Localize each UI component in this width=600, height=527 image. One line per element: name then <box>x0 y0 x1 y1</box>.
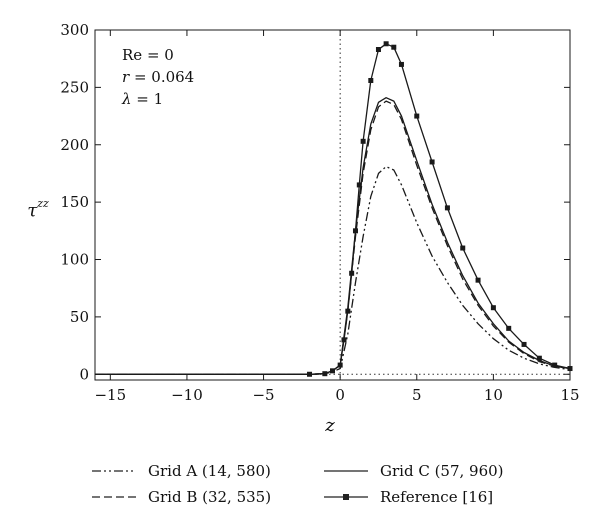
y-axis-title-superscript: zz <box>36 197 49 210</box>
series-marker-3-3 <box>330 368 335 374</box>
series-marker-3-23 <box>521 341 527 347</box>
series-marker-3-4 <box>337 362 343 368</box>
y-tick-label-5: 250 <box>60 78 89 96</box>
series-marker-3-17 <box>429 159 435 165</box>
x-tick-label-1: −10 <box>171 386 203 404</box>
series-marker-3-2 <box>322 371 328 377</box>
series-marker-3-24 <box>536 355 542 361</box>
series-marker-3-21 <box>490 305 496 311</box>
series-marker-3-22 <box>506 325 512 331</box>
legend-item-reference: Reference [16] <box>322 486 493 508</box>
annotation-r: r = 0.064 <box>122 68 194 86</box>
legend-line-dashed-icon <box>92 496 136 498</box>
series-marker-3-18 <box>444 205 450 211</box>
legend-line-dash-dot-dot-icon <box>92 470 136 472</box>
legend-line-solid-icon <box>324 470 368 472</box>
plot-frame <box>94 29 571 381</box>
x-tick-label-5: 10 <box>484 386 503 404</box>
y-tick-label-6: 300 <box>60 21 89 39</box>
y-axis-title-symbol: τ <box>27 200 38 221</box>
series-marker-3-25 <box>552 362 558 368</box>
plot-marks <box>95 30 573 380</box>
annotation-r-symbol: r <box>122 68 130 86</box>
series-marker-3-16 <box>414 113 420 119</box>
series-marker-3-9 <box>356 182 362 188</box>
series-marker-3-11 <box>368 77 374 83</box>
y-tick-label-0: 0 <box>79 365 89 383</box>
series-marker-3-14 <box>391 44 397 50</box>
series-line-2 <box>95 97 571 375</box>
annotation-re: Re = 0 <box>122 46 174 64</box>
legend-item-grid-b: Grid B (32, 535) <box>90 486 271 508</box>
series-line-3 <box>95 43 571 375</box>
series-marker-3-8 <box>352 228 358 234</box>
legend: Grid A (14, 580) Grid B (32, 535) Grid C… <box>90 460 570 520</box>
y-tick-label-2: 100 <box>60 251 89 269</box>
series-marker-3-12 <box>375 47 381 53</box>
series-marker-3-15 <box>398 61 404 67</box>
series-marker-3-10 <box>360 138 366 144</box>
legend-item-grid-a: Grid A (14, 580) <box>90 460 271 482</box>
series-marker-3-13 <box>383 41 389 47</box>
series-marker-3-6 <box>345 308 351 314</box>
legend-item-grid-c: Grid C (57, 960) <box>322 460 504 482</box>
series-marker-3-19 <box>460 245 466 251</box>
x-tick-label-6: 15 <box>560 386 579 404</box>
series-marker-3-5 <box>341 337 347 343</box>
y-tick-label-1: 50 <box>70 308 89 326</box>
x-tick-label-4: 5 <box>412 386 422 404</box>
legend-label-grid-a: Grid A (14, 580) <box>148 462 271 480</box>
series-marker-3-7 <box>349 270 355 276</box>
x-tick-label-2: −5 <box>252 386 274 404</box>
series-marker-3-20 <box>475 277 481 283</box>
y-tick-label-3: 150 <box>60 193 89 211</box>
annotation-r-value: = 0.064 <box>129 68 194 86</box>
legend-label-grid-c: Grid C (57, 960) <box>380 462 504 480</box>
y-axis-title: τzz <box>27 197 49 221</box>
x-tick-label-0: −15 <box>94 386 126 404</box>
legend-label-grid-b: Grid B (32, 535) <box>148 488 272 506</box>
series-marker-3-1 <box>307 371 313 377</box>
series-line-1 <box>95 100 571 375</box>
annotation-lambda-symbol: λ <box>121 90 132 108</box>
x-tick-label-3: 0 <box>335 386 345 404</box>
legend-line-square-marker-icon <box>324 494 368 500</box>
annotation-lambda-value: = 1 <box>132 90 164 108</box>
x-axis-title: z <box>324 415 335 436</box>
annotation-lambda: λ = 1 <box>121 90 163 108</box>
legend-label-reference: Reference [16] <box>380 488 494 506</box>
y-tick-label-4: 200 <box>60 136 89 154</box>
series-line-0 <box>95 165 571 375</box>
